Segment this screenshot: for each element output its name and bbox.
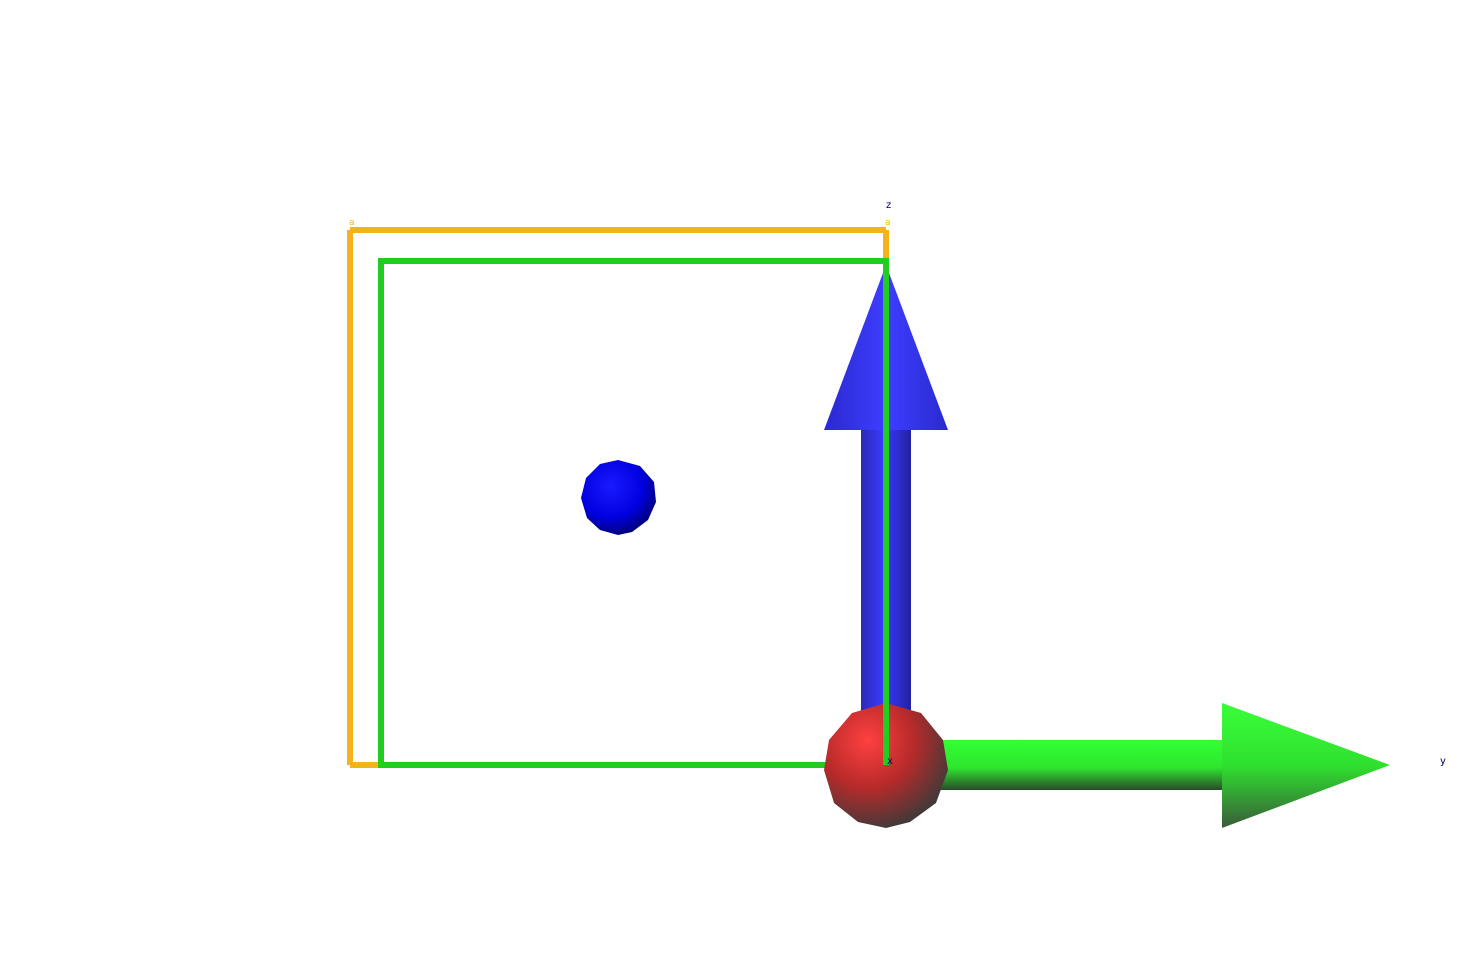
outer-cell-corner-label-left: a	[349, 218, 355, 228]
y-axis-arrow[interactable]	[920, 703, 1390, 828]
y-axis-label: y	[1440, 756, 1446, 767]
y-axis-shaft	[920, 740, 1225, 790]
x-axis-origin-sphere[interactable]	[824, 262, 948, 828]
atom-sphere[interactable]	[581, 460, 656, 535]
unit-cell-outer[interactable]: a a	[347, 218, 891, 768]
outer-cell-corner-label-right: a	[885, 218, 891, 228]
y-axis-head	[1222, 703, 1390, 828]
x-axis-label: x	[887, 756, 893, 767]
z-axis-label: z	[886, 200, 891, 211]
